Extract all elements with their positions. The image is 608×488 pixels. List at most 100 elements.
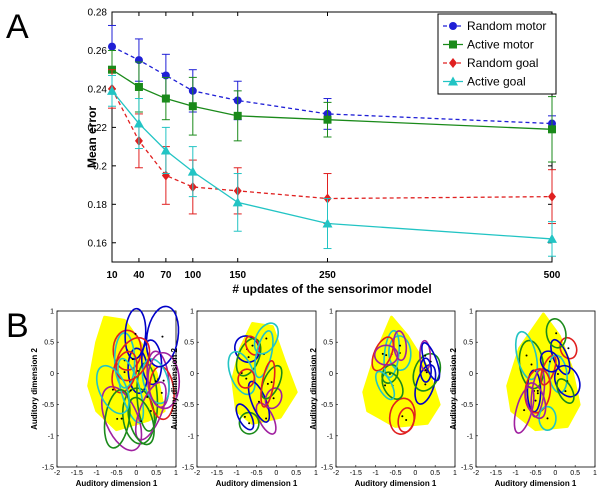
- y-tick-label: -0.5: [182, 402, 194, 409]
- ellipse-center: [405, 419, 408, 422]
- x-tick-label: -2: [194, 470, 200, 477]
- y-tick-label: -1: [327, 433, 333, 440]
- ellipse-center: [160, 391, 163, 394]
- x-tick-label: -1: [94, 470, 100, 477]
- ellipse-center: [154, 380, 157, 383]
- ellipse-center: [140, 420, 143, 423]
- legend-marker: [449, 22, 457, 30]
- x-tick-label: 1: [453, 470, 457, 477]
- x-tick-label: 0: [134, 470, 138, 477]
- y-tick-label: 0.26: [88, 46, 108, 57]
- y-tick-label: -0.5: [42, 402, 54, 409]
- gaussian-ellipse: [260, 364, 283, 400]
- x-tick-label: -1: [513, 470, 519, 477]
- data-point: [160, 145, 171, 155]
- x-tick-label: -2: [54, 470, 60, 477]
- x-tick-label: -0.5: [250, 470, 262, 477]
- subplot-2: -1.5-1-0.500.51-2 -1.5 -1 -0.5 0 0.5 1Auditory…: [170, 309, 318, 488]
- ellipse-center: [120, 417, 123, 420]
- line-chart-panel-a: 0.16 0.18 0.2 0.22 0.24 0.26 0.28 10 40 70 100 150 2…: [85, 8, 561, 297]
- gaussian-ellipse: [539, 350, 560, 373]
- data-point: [322, 218, 333, 228]
- x-tick-label: 40: [133, 270, 145, 281]
- x-axis-label: # updates of the sensorimor model: [232, 282, 431, 296]
- gaussian-ellipse: [145, 305, 180, 368]
- ellipse-center: [131, 358, 134, 361]
- ellipse-center: [564, 390, 567, 393]
- gaussian-ellipse: [237, 368, 256, 389]
- ellipse-center: [536, 392, 539, 395]
- data-point: [133, 118, 144, 128]
- y-axis-label: Auditory dimension 2: [449, 348, 458, 430]
- y-tick-label: -1.5: [321, 465, 333, 472]
- gaussian-ellipse: [514, 330, 539, 381]
- ellipse-center: [243, 415, 246, 418]
- ellipse-center: [251, 344, 254, 347]
- series-active-goal: [107, 74, 557, 257]
- x-tick-label: -1: [373, 470, 379, 477]
- legend-marker: [449, 40, 457, 49]
- x-tick-label: 0: [274, 470, 278, 477]
- gaussian-ellipse: [253, 322, 280, 355]
- gaussian-ellipse: [421, 342, 441, 382]
- data-point: [547, 233, 557, 243]
- y-tick-label: 0.28: [88, 8, 108, 19]
- gaussian-ellipse: [124, 307, 147, 360]
- ellipse-center: [134, 332, 137, 335]
- gaussian-ellipse: [147, 351, 181, 410]
- gaussian-ellipse: [545, 318, 567, 349]
- y-tick-label: 0.5: [323, 340, 333, 347]
- gaussian-ellipse: [112, 329, 142, 371]
- y-axis-label: Auditory dimension 2: [30, 348, 39, 430]
- y-tick-label: 0.18: [88, 200, 108, 211]
- gaussian-ellipse: [235, 403, 255, 431]
- gaussian-ellipse: [127, 396, 155, 446]
- scatter-panel-b: -1.5-1-0.500.51-2 -1.5 -1 -0.5 0 0.5 1Auditory…: [30, 305, 597, 488]
- ellipse-center: [111, 388, 114, 391]
- data-point: [108, 42, 116, 51]
- ellipse-center: [425, 371, 428, 374]
- ellipse-center: [424, 383, 427, 386]
- ellipse-center: [567, 347, 570, 350]
- ellipse-center: [556, 372, 559, 375]
- x-tick-label: -1.5: [350, 470, 362, 477]
- ellipse-center: [385, 354, 388, 357]
- ellipse-center: [536, 389, 539, 392]
- x-tick-label: 100: [184, 270, 201, 281]
- x-tick-label: 0.5: [570, 470, 580, 477]
- ellipse-center: [248, 422, 251, 425]
- x-tick-label: 1: [314, 470, 318, 477]
- x-tick-label: -1.5: [490, 470, 502, 477]
- y-tick-label: 1: [329, 309, 333, 316]
- ellipse-center: [265, 417, 268, 420]
- y-tick-label: 0: [329, 371, 333, 378]
- y-tick-label: -1: [467, 433, 473, 440]
- y-axis-label: Auditory dimension 2: [309, 348, 318, 430]
- ellipse-center: [270, 381, 273, 384]
- y-tick-label: 0: [190, 371, 194, 378]
- panel-label-a: A: [6, 8, 29, 46]
- y-tick-label: -0.5: [461, 402, 473, 409]
- data-point: [323, 115, 332, 124]
- y-tick-label: -1.5: [461, 465, 473, 472]
- data-point: [548, 191, 556, 202]
- x-axis-label: Auditory dimension 1: [216, 479, 298, 488]
- x-tick-label: -1.5: [71, 470, 83, 477]
- gaussian-ellipse: [388, 335, 412, 372]
- gaussian-ellipse: [383, 329, 400, 379]
- gaussian-ellipse: [556, 378, 575, 404]
- data-point: [233, 111, 242, 120]
- ellipse-center: [247, 356, 250, 359]
- x-tick-label: -2: [473, 470, 479, 477]
- y-tick-label: 0.5: [463, 340, 473, 347]
- data-point: [232, 197, 243, 207]
- ellipse-center: [123, 371, 126, 374]
- ellipse-center: [546, 417, 549, 420]
- gaussian-ellipse: [117, 357, 145, 424]
- x-axis-label: Auditory dimension 1: [76, 479, 158, 488]
- legend: Random motor Active motor Random goal Activ…: [437, 13, 557, 95]
- x-tick-label: 0.5: [151, 470, 161, 477]
- ellipse-center: [523, 409, 526, 412]
- y-tick-label: -1: [188, 433, 194, 440]
